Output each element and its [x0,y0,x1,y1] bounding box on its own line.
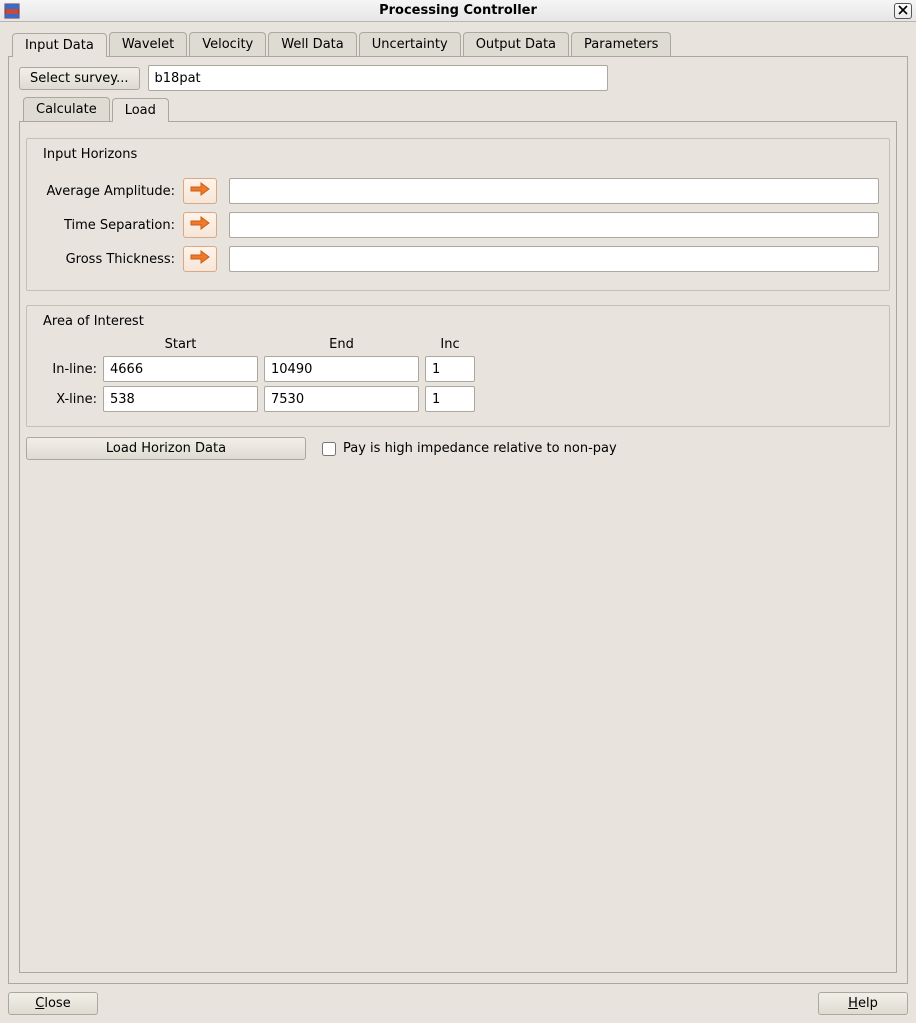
sub-tabs: Calculate Load [19,97,897,122]
gross-thickness-input[interactable] [229,246,879,272]
close-button-rest: lose [44,996,70,1011]
tab-parameters[interactable]: Parameters [571,32,671,56]
close-button[interactable]: Close [8,992,98,1015]
xline-end-input[interactable] [264,386,419,412]
app-icon [4,3,20,19]
sub-tab-body: Input Horizons Average Amplitude: Time S… [19,122,897,973]
inline-start-input[interactable] [103,356,258,382]
input-horizons-legend: Input Horizons [39,147,141,162]
tab-calculate[interactable]: Calculate [23,97,110,121]
xline-row: X-line: [37,386,879,412]
tab-well-data[interactable]: Well Data [268,32,357,56]
window-titlebar: Processing Controller [0,0,916,22]
area-of-interest-group: Area of Interest Start End Inc In-line: … [26,305,890,427]
aoi-col-start: Start [103,337,258,352]
main-tab-body: Select survey... Calculate Load Input Ho… [8,57,908,984]
time-separation-input[interactable] [229,212,879,238]
xline-start-input[interactable] [103,386,258,412]
survey-row: Select survey... [19,65,897,91]
area-of-interest-legend: Area of Interest [39,314,148,329]
aoi-header: Start End Inc [37,337,879,352]
inline-end-input[interactable] [264,356,419,382]
arrow-right-icon [190,182,210,200]
tab-uncertainty[interactable]: Uncertainty [359,32,461,56]
inline-row: In-line: [37,356,879,382]
aoi-col-inc: Inc [425,337,475,352]
average-amplitude-row: Average Amplitude: [37,178,879,204]
window-close-button[interactable] [894,3,912,19]
spacer [26,460,890,962]
help-button[interactable]: Help [818,992,908,1015]
inline-inc-input[interactable] [425,356,475,382]
app-body: Input Data Wavelet Velocity Well Data Un… [0,22,916,1023]
xline-label: X-line: [37,392,97,407]
tab-wavelet[interactable]: Wavelet [109,32,187,56]
footer: Close Help [8,992,908,1015]
gross-thickness-label: Gross Thickness: [37,252,177,267]
gross-thickness-row: Gross Thickness: [37,246,879,272]
inline-label: In-line: [37,362,97,377]
window-title: Processing Controller [0,3,916,18]
load-horizon-data-button[interactable]: Load Horizon Data [26,437,306,460]
tab-velocity[interactable]: Velocity [189,32,266,56]
help-button-rest: elp [858,996,878,1011]
pay-checkbox-label: Pay is high impedance relative to non-pa… [343,441,617,456]
close-icon [898,5,908,17]
average-amplitude-label: Average Amplitude: [37,184,177,199]
main-tabs: Input Data Wavelet Velocity Well Data Un… [8,32,908,57]
pay-checkbox[interactable] [322,442,336,456]
time-separation-label: Time Separation: [37,218,177,233]
time-separation-row: Time Separation: [37,212,879,238]
tab-load[interactable]: Load [112,98,169,122]
average-amplitude-browse-button[interactable] [183,178,217,204]
time-separation-browse-button[interactable] [183,212,217,238]
aoi-col-end: End [264,337,419,352]
select-survey-button[interactable]: Select survey... [19,67,140,90]
load-row: Load Horizon Data Pay is high impedance … [26,437,890,460]
tab-output-data[interactable]: Output Data [463,32,569,56]
pay-checkbox-wrap[interactable]: Pay is high impedance relative to non-pa… [318,439,617,459]
survey-input[interactable] [148,65,608,91]
xline-inc-input[interactable] [425,386,475,412]
arrow-right-icon [190,250,210,268]
average-amplitude-input[interactable] [229,178,879,204]
gross-thickness-browse-button[interactable] [183,246,217,272]
input-horizons-group: Input Horizons Average Amplitude: Time S… [26,138,890,291]
tab-input-data[interactable]: Input Data [12,33,107,57]
arrow-right-icon [190,216,210,234]
